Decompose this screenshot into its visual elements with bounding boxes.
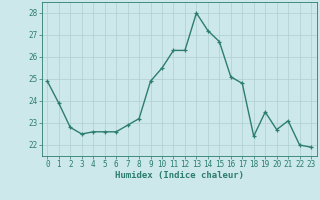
X-axis label: Humidex (Indice chaleur): Humidex (Indice chaleur) — [115, 171, 244, 180]
